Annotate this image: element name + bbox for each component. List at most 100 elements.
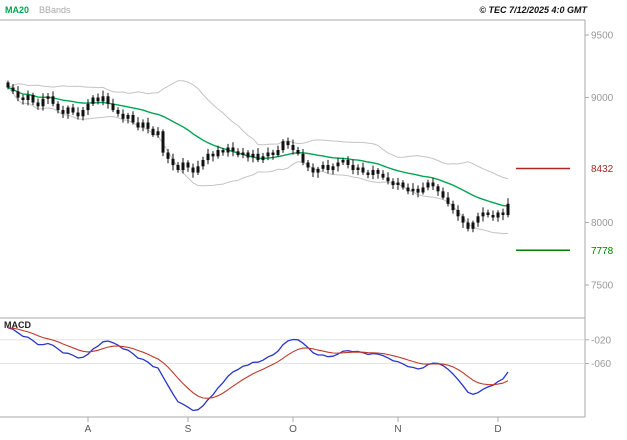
candle-body	[436, 186, 440, 192]
candle-body	[36, 102, 40, 107]
candle-body	[286, 141, 290, 146]
candle-body	[226, 147, 230, 153]
candle-body	[136, 122, 140, 128]
candle-body	[341, 160, 345, 163]
candle-body	[386, 177, 390, 182]
candle-body	[131, 115, 135, 123]
candle-body	[41, 98, 45, 107]
candlestick-series	[6, 80, 510, 233]
candle-body	[426, 182, 430, 188]
macd-plot	[7, 327, 509, 412]
candle-body	[296, 150, 300, 154]
candle-body	[26, 95, 30, 100]
candle-body	[11, 87, 15, 92]
candle-body	[16, 91, 20, 98]
candle-body	[121, 113, 125, 119]
candle-body	[311, 167, 315, 173]
macd-axis-label: -020	[591, 335, 611, 346]
signal-line	[7, 327, 509, 399]
candle-body	[471, 222, 475, 229]
candle-body	[301, 153, 305, 163]
x-axis-month-label: S	[185, 424, 192, 435]
candle-body	[31, 95, 35, 103]
y-axis-label: 9500	[591, 31, 614, 42]
candle-body	[141, 122, 145, 128]
candle-body	[196, 166, 200, 173]
candle-body	[476, 216, 480, 223]
candle-body	[291, 145, 295, 150]
candle-body	[56, 103, 60, 111]
candle-body	[81, 110, 85, 117]
candle-body	[446, 197, 450, 204]
candle-body	[151, 128, 155, 136]
macd-axis-label: -060	[591, 359, 611, 370]
y-axis-label: 8000	[591, 218, 614, 229]
bbands-legend: BBands	[39, 5, 71, 15]
candle-body	[381, 173, 385, 178]
candle-body	[211, 153, 215, 157]
candle-body	[241, 152, 245, 155]
x-axis-month-label: A	[85, 424, 92, 435]
candle-body	[116, 110, 120, 114]
candle-body	[391, 181, 395, 186]
candle-body	[481, 212, 485, 217]
candle-body	[201, 160, 205, 167]
candle-body	[186, 162, 190, 168]
legend-bar: MA20 BBands © TEC 7/12/2025 4:0 GMT	[5, 2, 587, 18]
candle-body	[321, 165, 325, 169]
candle-body	[306, 162, 310, 168]
candle-body	[126, 115, 130, 119]
bollinger-upper-line	[7, 80, 509, 180]
candle-body	[276, 150, 280, 155]
candle-body	[506, 203, 510, 216]
candle-body	[161, 131, 165, 153]
candle-body	[421, 187, 425, 193]
candle-body	[91, 97, 95, 104]
macd-panel-label: MACD	[4, 320, 31, 330]
candle-body	[171, 158, 175, 166]
support-price-label: 7778	[591, 246, 614, 257]
candle-body	[486, 212, 490, 215]
candle-body	[441, 191, 445, 198]
resistance-price-label: 8432	[591, 164, 614, 175]
candle-body	[351, 165, 355, 170]
candle-body	[281, 141, 285, 151]
candle-body	[376, 170, 380, 174]
candle-body	[61, 110, 65, 114]
candle-body	[51, 96, 55, 104]
candle-body	[21, 97, 25, 100]
candle-body	[181, 162, 185, 170]
candle-body	[261, 156, 265, 161]
candle-body	[156, 131, 160, 136]
candle-body	[316, 168, 320, 173]
copyright-text: © TEC 7/12/2025 4:0 GMT	[479, 5, 587, 15]
candle-body	[271, 152, 275, 155]
candle-body	[331, 166, 335, 171]
candle-body	[401, 182, 405, 188]
candle-body	[236, 151, 240, 156]
bollinger-lower-line	[7, 87, 509, 235]
candle-body	[256, 153, 260, 161]
candle-body	[336, 162, 340, 167]
candle-body	[266, 152, 270, 157]
candle-body	[86, 103, 90, 111]
candle-body	[191, 167, 195, 173]
candle-body	[71, 107, 75, 113]
candle-body	[406, 187, 410, 192]
candle-body	[111, 103, 115, 111]
candle-body	[491, 215, 495, 218]
candle-body	[361, 167, 365, 173]
candle-body	[101, 96, 105, 102]
candle-body	[76, 112, 80, 117]
candle-body	[216, 150, 220, 157]
candle-body	[166, 152, 170, 159]
candle-body	[231, 147, 235, 152]
y-axis-label: 7500	[591, 281, 614, 292]
candle-body	[96, 97, 100, 102]
candle-body	[356, 167, 360, 170]
x-axis-month-label: O	[289, 424, 297, 435]
candle-body	[6, 82, 10, 88]
candle-body	[396, 182, 400, 185]
candle-body	[416, 188, 420, 193]
